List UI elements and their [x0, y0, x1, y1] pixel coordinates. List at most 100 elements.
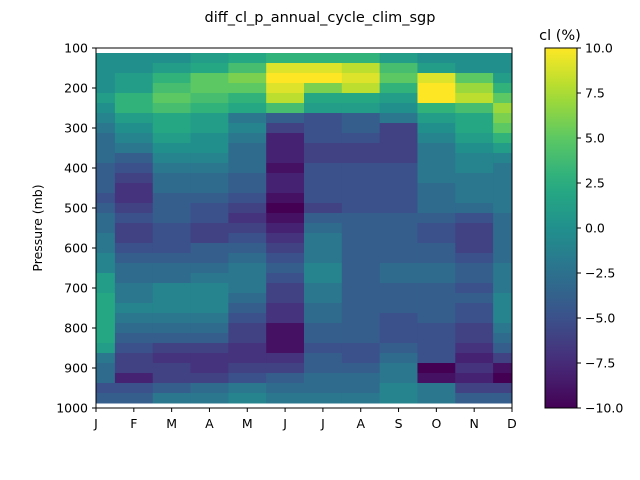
heatmap-cell [304, 133, 343, 144]
heatmap-cell [493, 93, 512, 104]
heatmap-cell [341, 193, 381, 204]
heatmap-cell [152, 373, 192, 384]
heatmap-cell [96, 333, 116, 344]
heatmap-cell [379, 323, 418, 334]
y-tick-label: 100 [64, 41, 88, 56]
heatmap-cell [152, 343, 192, 354]
heatmap-cell [114, 153, 154, 164]
heatmap-cell [455, 383, 494, 394]
heatmap-cell [96, 273, 116, 284]
heatmap-cell [304, 213, 343, 224]
heatmap-cell [152, 243, 192, 254]
heatmap-cell [114, 353, 154, 364]
heatmap-cell [304, 393, 343, 404]
heatmap-cell [493, 223, 512, 234]
heatmap-cell [493, 53, 512, 64]
heatmap-cell [493, 113, 512, 124]
heatmap-cell [493, 233, 512, 244]
heatmap-cell [114, 63, 154, 74]
heatmap-cell [266, 273, 305, 284]
heatmap-cell [190, 383, 229, 394]
heatmap-cell [96, 383, 116, 394]
colorbar-tick-label: 5.0 [585, 131, 605, 146]
colorbar-tick-label: 2.5 [585, 176, 605, 191]
chart-title: diff_cl_p_annual_cycle_clim_sgp [205, 10, 436, 26]
heatmap-cell [152, 263, 192, 274]
heatmap-cell [228, 223, 267, 234]
heatmap-cell [228, 183, 267, 194]
heatmap-cell [341, 123, 381, 134]
heatmap-cell [190, 113, 229, 124]
heatmap-cell [266, 83, 305, 94]
heatmap-cell [379, 63, 418, 74]
heatmap-cell [341, 153, 381, 164]
heatmap-cell [493, 393, 512, 404]
heatmap-cell [152, 113, 192, 124]
heatmap-cell [379, 153, 418, 164]
heatmap-cell [190, 103, 229, 114]
heatmap-cell [379, 353, 418, 364]
heatmap-cell [493, 133, 512, 144]
heatmap-cell [304, 123, 343, 134]
heatmap-cell [114, 143, 154, 154]
heatmap-cell [96, 83, 116, 94]
heatmap-cell [455, 123, 494, 134]
heatmap-cell [114, 343, 154, 354]
heatmap-cell [379, 173, 418, 184]
heatmap-cell [114, 163, 154, 174]
heatmap-cell [114, 173, 154, 184]
heatmap-cell [152, 93, 192, 104]
y-tick-label: 700 [64, 281, 88, 296]
heatmap-cell [190, 73, 229, 84]
heatmap-cell [417, 383, 456, 394]
x-tick-label: S [395, 416, 403, 431]
heatmap-cell [341, 373, 381, 384]
heatmap-cell [266, 253, 305, 264]
heatmap-cell [455, 333, 494, 344]
heatmap-cell [341, 293, 381, 304]
heatmap-cell [304, 263, 343, 274]
heatmap-cell [379, 383, 418, 394]
heatmap-cell [379, 283, 418, 294]
heatmap-cell [228, 373, 267, 384]
heatmap-cell [304, 73, 343, 84]
heatmap-cell [190, 123, 229, 134]
heatmap-cell [190, 83, 229, 94]
heatmap-cell [228, 53, 267, 64]
heatmap-cell [152, 133, 192, 144]
colorbar-tick-label: 7.5 [585, 86, 605, 101]
heatmap-cell [266, 113, 305, 124]
heatmap-cell [152, 253, 192, 264]
heatmap-cell [455, 213, 494, 224]
heatmap-cell [379, 163, 418, 174]
x-tick-label: O [431, 416, 441, 431]
colorbar-tick-label: −2.5 [585, 266, 615, 281]
heatmap-cell [114, 373, 154, 384]
heatmap-cell [341, 273, 381, 284]
heatmap-cell [152, 193, 192, 204]
heatmap-cell [152, 83, 192, 94]
heatmap-cell [228, 203, 267, 214]
heatmap-cell [379, 253, 418, 264]
heatmap-cell [190, 233, 229, 244]
heatmap-cell [190, 313, 229, 324]
heatmap-cell [190, 363, 229, 374]
heatmap-cell [228, 383, 267, 394]
heatmap-cell [228, 293, 267, 304]
heatmap-cell [96, 393, 116, 404]
heatmap-cell [455, 263, 494, 274]
heatmap-cell [417, 283, 456, 294]
heatmap-cell [417, 263, 456, 274]
heatmap-cell [455, 253, 494, 264]
heatmap-cell [114, 213, 154, 224]
heatmap-cell [455, 373, 494, 384]
heatmap-cell [379, 223, 418, 234]
heatmap-cell [379, 113, 418, 124]
heatmap-cell [304, 303, 343, 314]
heatmap-cell [341, 333, 381, 344]
heatmap-cell [493, 323, 512, 334]
heatmap-cell [96, 153, 116, 164]
heatmap-cell [455, 363, 494, 374]
heatmap-cell [379, 73, 418, 84]
